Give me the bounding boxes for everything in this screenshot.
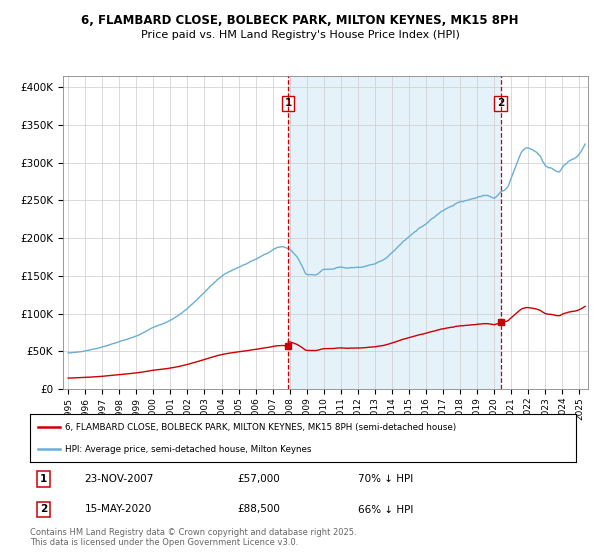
Text: 66% ↓ HPI: 66% ↓ HPI <box>358 505 413 515</box>
Text: 6, FLAMBARD CLOSE, BOLBECK PARK, MILTON KEYNES, MK15 8PH (semi-detached house): 6, FLAMBARD CLOSE, BOLBECK PARK, MILTON … <box>65 423 457 432</box>
Text: HPI: Average price, semi-detached house, Milton Keynes: HPI: Average price, semi-detached house,… <box>65 445 312 454</box>
Text: Price paid vs. HM Land Registry's House Price Index (HPI): Price paid vs. HM Land Registry's House … <box>140 30 460 40</box>
Text: £57,000: £57,000 <box>238 474 280 484</box>
Bar <box>288 76 501 389</box>
Text: £88,500: £88,500 <box>238 505 280 515</box>
Text: 1: 1 <box>40 474 47 484</box>
Text: 6, FLAMBARD CLOSE, BOLBECK PARK, MILTON KEYNES, MK15 8PH: 6, FLAMBARD CLOSE, BOLBECK PARK, MILTON … <box>81 14 519 27</box>
Text: 2: 2 <box>40 505 47 515</box>
Text: 2: 2 <box>497 98 505 108</box>
Text: 70% ↓ HPI: 70% ↓ HPI <box>358 474 413 484</box>
Text: Contains HM Land Registry data © Crown copyright and database right 2025.
This d: Contains HM Land Registry data © Crown c… <box>30 528 356 548</box>
Text: 1: 1 <box>284 98 292 108</box>
Text: 15-MAY-2020: 15-MAY-2020 <box>85 505 152 515</box>
Text: 23-NOV-2007: 23-NOV-2007 <box>85 474 154 484</box>
